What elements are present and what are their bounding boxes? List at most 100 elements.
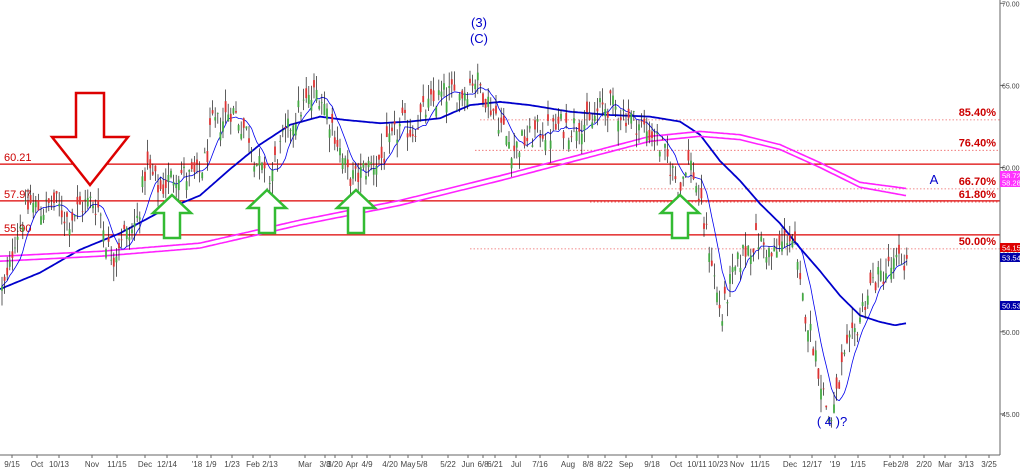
candle-body — [484, 98, 487, 108]
candle-body — [89, 196, 92, 198]
price-candle — [820, 374, 822, 413]
price-candle — [531, 138, 534, 148]
price-candle — [159, 177, 162, 191]
candle-body — [328, 129, 331, 138]
price-candle — [703, 216, 705, 237]
price-tag-label: 50.53 — [1002, 302, 1021, 311]
x-tick-label: 10/11 — [687, 460, 707, 469]
candle-body — [614, 106, 617, 110]
price-candle — [804, 314, 807, 332]
price-candle — [336, 126, 339, 152]
price-candle — [136, 202, 139, 223]
candle-body — [6, 267, 9, 276]
y-tick-label: 50.00 — [1002, 330, 1020, 337]
price-candle — [578, 119, 581, 145]
candle-body — [255, 164, 258, 166]
green-up-arrow — [657, 193, 703, 240]
x-tick-label: Sep — [619, 460, 634, 469]
candle-body — [502, 115, 505, 125]
candle-body — [817, 368, 820, 379]
price-candle — [81, 201, 84, 223]
price-tag: 53.54 — [1000, 253, 1021, 263]
candle-body — [401, 107, 404, 114]
candle-body — [632, 111, 635, 113]
candle-body — [760, 236, 763, 242]
candle-body — [11, 251, 14, 258]
price-candle — [749, 249, 752, 276]
price-tag-label: 58.28 — [1002, 179, 1021, 188]
price-candle — [630, 110, 633, 129]
price-candle — [123, 220, 126, 232]
candle-body — [575, 131, 578, 141]
candle-body — [302, 99, 305, 101]
candle-body — [458, 94, 461, 101]
price-candle — [656, 123, 659, 146]
price-candle — [105, 247, 107, 260]
candle-body — [263, 161, 266, 169]
candle-body — [365, 175, 367, 180]
candle-body — [783, 230, 786, 234]
price-candle — [505, 135, 508, 147]
price-candle — [648, 121, 651, 144]
x-tick-label: Nov — [730, 460, 744, 469]
price-candle — [710, 247, 713, 267]
price-candle — [482, 92, 484, 108]
candle-body — [16, 236, 19, 240]
candle-body — [856, 334, 859, 336]
price-candle — [341, 153, 344, 174]
price-candle — [73, 214, 76, 222]
candle-body — [848, 334, 851, 338]
price-candle — [773, 237, 776, 252]
candle-body — [599, 98, 601, 103]
price-candle — [443, 73, 445, 97]
candle-body — [463, 92, 466, 101]
candle-body — [190, 162, 193, 169]
candle-body — [521, 130, 523, 136]
candle-body — [354, 166, 357, 169]
fib-label: 85.40% — [959, 107, 997, 119]
x-tick-label: 1/15 — [850, 460, 866, 469]
price-candle — [619, 109, 622, 131]
candle-body — [300, 114, 302, 117]
candle-body — [489, 110, 492, 115]
price-tag-bg — [1000, 243, 1020, 252]
price-candle — [172, 174, 175, 193]
price-candle — [474, 79, 477, 98]
price-candle — [513, 133, 516, 159]
price-candle — [489, 97, 492, 117]
price-candle — [752, 248, 755, 262]
candle-body — [385, 126, 388, 137]
candle-body — [414, 136, 417, 137]
candle-body — [534, 120, 536, 130]
price-candle — [523, 129, 526, 149]
price-tag-bg — [1000, 301, 1020, 310]
candle-body — [900, 263, 903, 265]
candle-body — [645, 131, 648, 142]
price-candle — [903, 254, 906, 280]
candle-body — [445, 101, 448, 113]
candle-body — [622, 110, 625, 112]
candle-body — [235, 111, 237, 113]
candle-body — [370, 162, 373, 165]
price-candle — [409, 118, 412, 138]
price-candle — [302, 88, 305, 111]
price-candle — [497, 117, 500, 137]
price-candle — [736, 251, 739, 267]
candle-body — [892, 258, 895, 270]
candle-body — [830, 420, 833, 421]
candle-body — [635, 133, 638, 135]
x-tick-label: 7/16 — [532, 460, 548, 469]
candle-body — [890, 267, 893, 280]
candle-body — [799, 272, 802, 280]
candle-body — [812, 348, 815, 356]
x-tick-label: Feb — [246, 460, 260, 469]
price-candle — [313, 73, 315, 99]
candle-body — [261, 162, 263, 170]
candle-body — [437, 90, 440, 95]
candle-body — [432, 90, 435, 102]
price-candle — [419, 102, 422, 122]
candle-body — [32, 203, 35, 213]
price-candle — [853, 323, 856, 347]
candle-body — [708, 253, 711, 262]
candle-body — [820, 388, 822, 400]
